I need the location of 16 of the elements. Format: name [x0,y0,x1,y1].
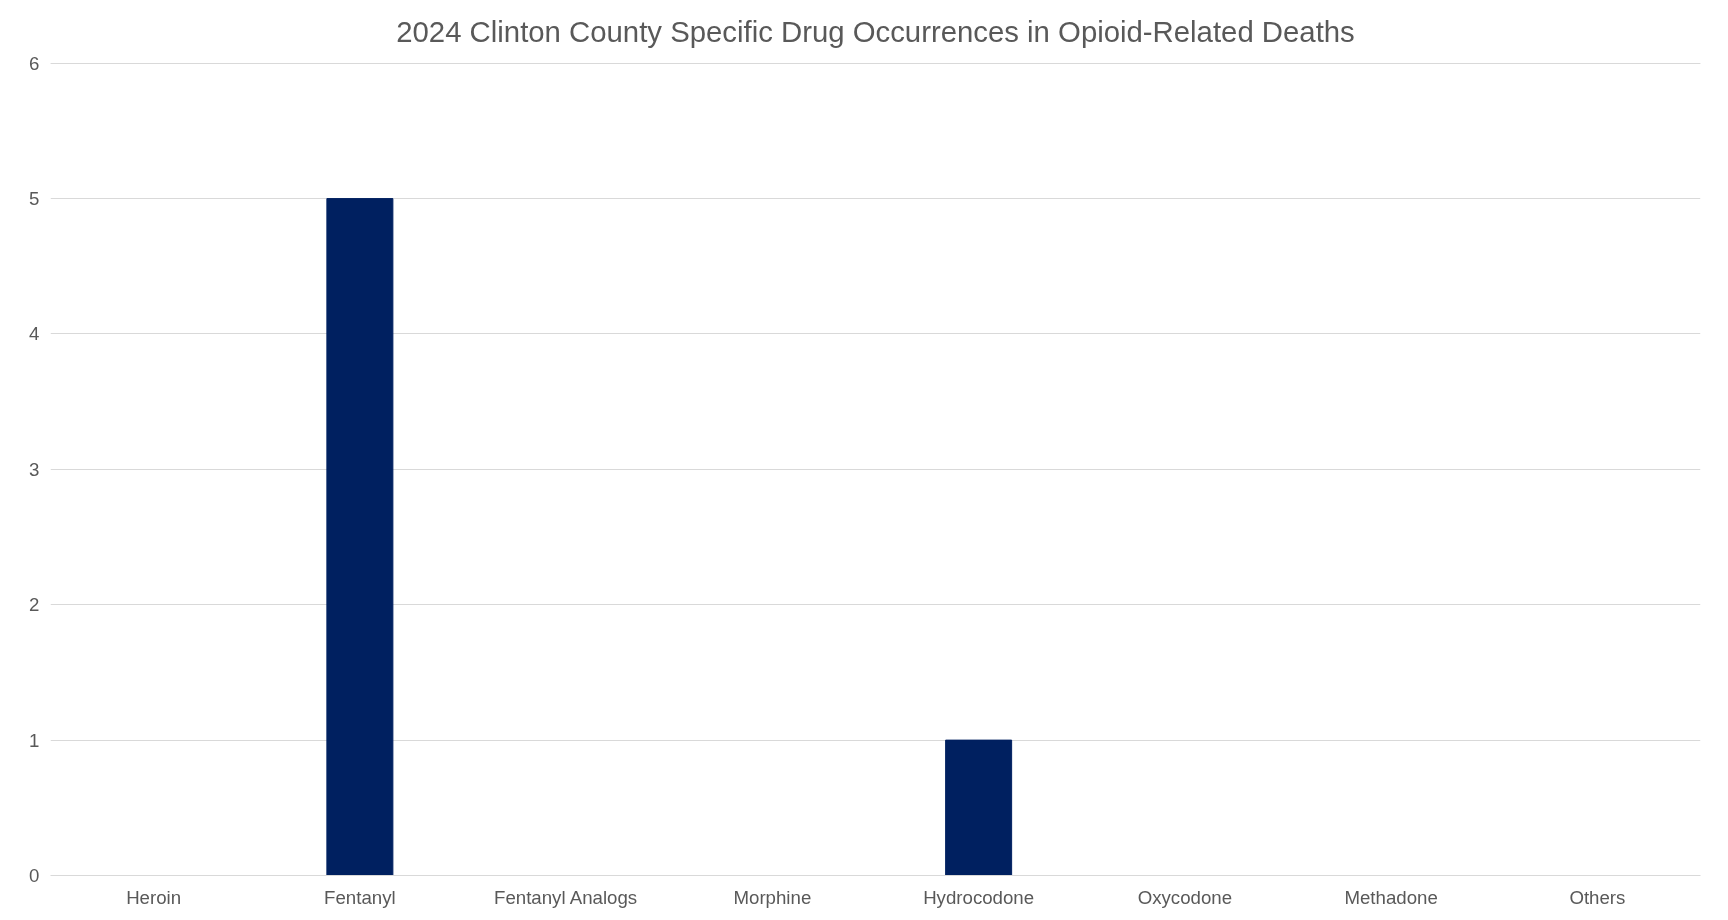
y-tick-label: 6 [29,52,40,74]
y-tick-label: 2 [29,594,40,616]
x-tick-label: Hydrocodone [923,886,1035,908]
x-tick-label: Others [1569,886,1626,908]
y-tick-label: 1 [29,729,40,751]
y-tick-label: 5 [29,188,40,210]
x-tick-label: Methadone [1344,886,1438,908]
x-tick-label: Heroin [126,886,182,908]
y-tick-label: 0 [29,865,40,886]
x-tick-label: Fentanyl [324,886,396,908]
y-tick-label: 4 [29,323,40,345]
x-tick-label: Morphine [733,886,812,908]
y-tick-label: 3 [29,458,40,480]
x-tick-label: Fentanyl Analogs [494,886,638,908]
chart-title: 2024 Clinton County Specific Drug Occurrences in Opioid-Related Deaths [396,15,1355,48]
x-tick-label: Oxycodone [1137,886,1233,908]
